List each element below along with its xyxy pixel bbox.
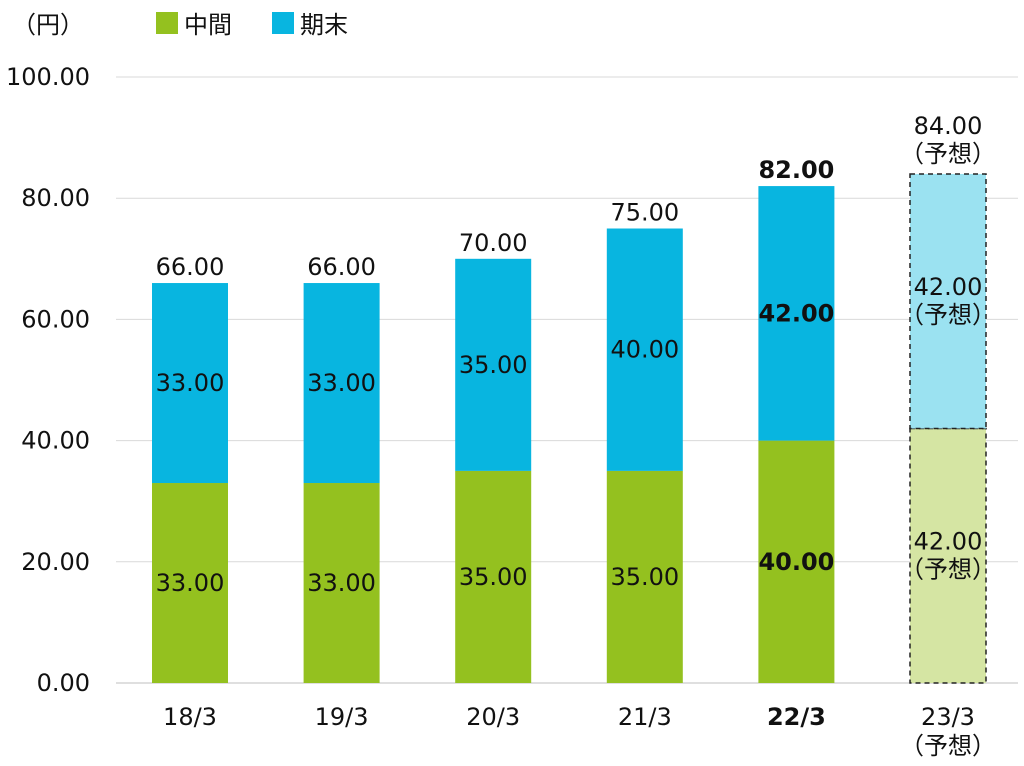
- x-category-label: 18/3: [163, 703, 217, 731]
- legend: （円） 中間 期末: [12, 11, 348, 39]
- legend-label-interim: 中間: [184, 11, 232, 39]
- bar-interim: [909, 427, 987, 684]
- segment-value-label: 35.00: [459, 563, 528, 591]
- segment-value-label: 33.00: [156, 569, 225, 597]
- segment-value-label: 42.00: [758, 299, 834, 327]
- forecast-note-label: （予想）: [900, 301, 996, 329]
- grid-lines: [116, 76, 1018, 684]
- total-value-label: 66.00: [156, 253, 225, 281]
- y-tick-label: 40.00: [21, 427, 90, 455]
- bar-interim: [303, 483, 380, 683]
- total-value-label: 82.00: [758, 156, 834, 184]
- total-value-label: 66.00: [307, 253, 376, 281]
- x-category-label: 19/3: [315, 703, 369, 731]
- bar-interim: [606, 470, 683, 683]
- y-tick-label: 80.00: [21, 184, 90, 212]
- bar-year-end: [303, 283, 380, 484]
- data-labels: 33.00 33.00 66.00 33.00 33.00 66.00 35.00 35.00…: [156, 112, 996, 597]
- segment-value-label: 40.00: [758, 548, 834, 576]
- x-category-sublabel: （予想）: [900, 732, 996, 760]
- segment-value-label: 40.00: [610, 336, 679, 364]
- total-value-label: 75.00: [610, 199, 679, 227]
- segment-value-label: 33.00: [307, 369, 376, 397]
- y-tick-label: 100.00: [6, 63, 90, 91]
- y-tick-label: 0.00: [37, 669, 90, 697]
- x-category-label: 21/3: [618, 703, 672, 731]
- segment-value-label: 35.00: [610, 563, 679, 591]
- legend-label-year-end: 期末: [300, 11, 348, 39]
- x-category-label: 22/3: [767, 703, 826, 731]
- total-value-label: 84.00: [914, 112, 983, 140]
- bar-interim: [758, 440, 835, 683]
- bar-year-end: [758, 186, 835, 441]
- total-value-label: 70.00: [459, 229, 528, 257]
- segment-value-label: 33.00: [156, 369, 225, 397]
- bar-year-end: [152, 283, 228, 484]
- bars: [152, 173, 987, 684]
- legend-swatch-year-end: [272, 12, 294, 34]
- unit-label: （円）: [12, 11, 84, 39]
- x-category-label: 20/3: [466, 703, 520, 731]
- forecast-note-label: （予想）: [900, 140, 996, 168]
- segment-value-label: 35.00: [459, 351, 528, 379]
- axes: 0.00 20.00 40.00 60.00 80.00 100.00 18/3 19/3 20…: [6, 63, 996, 760]
- segment-value-label: 42.00: [914, 528, 983, 556]
- bar-year-end: [909, 173, 987, 430]
- bar-interim: [152, 483, 228, 683]
- bar-year-end: [455, 258, 532, 471]
- y-tick-label: 60.00: [21, 305, 90, 333]
- bar-interim: [455, 470, 532, 683]
- segment-value-label: 33.00: [307, 569, 376, 597]
- legend-swatch-interim: [156, 12, 178, 34]
- x-category-label: 23/3: [921, 703, 975, 731]
- bar-year-end: [606, 228, 683, 471]
- forecast-note-label: （予想）: [900, 556, 996, 584]
- segment-value-label: 42.00: [914, 273, 983, 301]
- y-tick-label: 20.00: [21, 548, 90, 576]
